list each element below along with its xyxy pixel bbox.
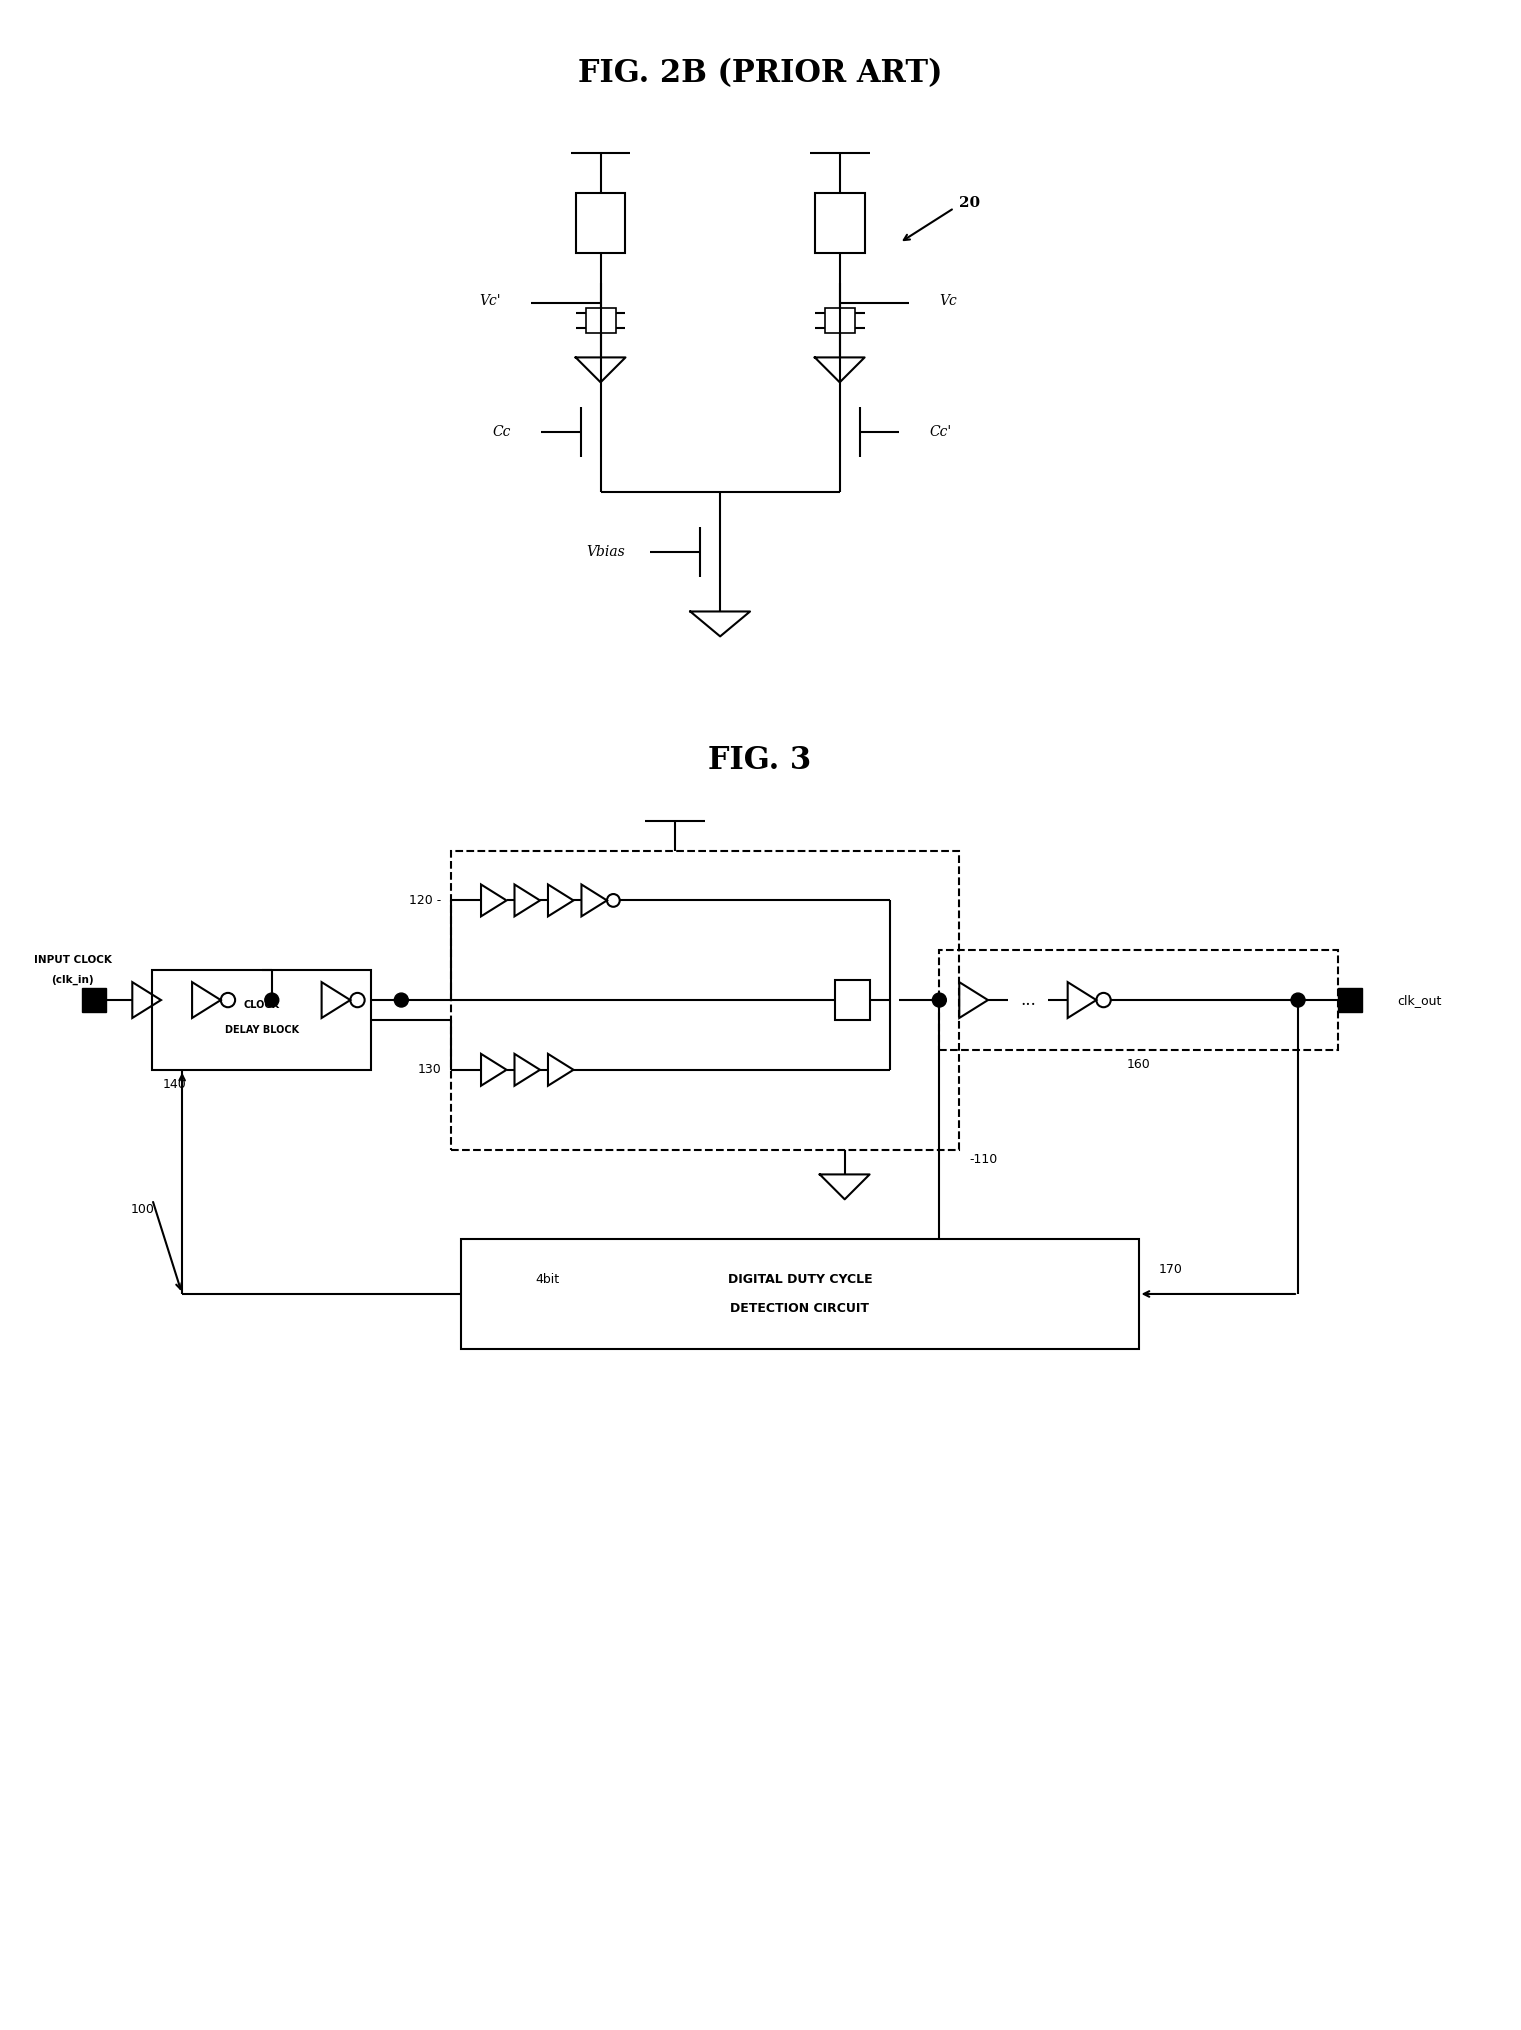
- Text: (clk_in): (clk_in): [52, 974, 94, 985]
- Text: Cc': Cc': [929, 424, 952, 438]
- Text: -110: -110: [969, 1153, 998, 1165]
- Text: clk_out: clk_out: [1398, 993, 1442, 1007]
- Text: Vc: Vc: [940, 294, 957, 309]
- Circle shape: [932, 993, 946, 1007]
- Bar: [940, 950, 1338, 1050]
- Bar: [82, 989, 106, 1013]
- Bar: [835, 980, 870, 1019]
- Bar: [152, 970, 371, 1070]
- Text: DIGITAL DUTY CYCLE: DIGITAL DUTY CYCLE: [727, 1273, 872, 1285]
- Text: 100: 100: [131, 1204, 154, 1216]
- Text: DETECTION CIRCUIT: DETECTION CIRCUIT: [730, 1303, 870, 1315]
- Text: DELAY BLOCK: DELAY BLOCK: [225, 1025, 300, 1035]
- Text: 130: 130: [417, 1064, 441, 1076]
- Bar: [824, 309, 855, 333]
- Text: INPUT CLOCK: INPUT CLOCK: [33, 956, 111, 964]
- Text: 170: 170: [1159, 1263, 1182, 1275]
- Circle shape: [265, 993, 278, 1007]
- Text: 20: 20: [960, 197, 981, 209]
- Text: CLOCK: CLOCK: [243, 1001, 280, 1011]
- Text: Vc': Vc': [479, 294, 500, 309]
- Text: 160: 160: [1127, 1058, 1150, 1072]
- Text: FIG. 2B (PRIOR ART): FIG. 2B (PRIOR ART): [578, 59, 941, 89]
- Circle shape: [394, 993, 408, 1007]
- Text: ...: ...: [1021, 991, 1036, 1009]
- Bar: [815, 193, 864, 254]
- Bar: [1338, 989, 1361, 1013]
- Text: 120 -: 120 -: [409, 893, 441, 907]
- Text: FIG. 3: FIG. 3: [709, 745, 812, 775]
- Text: Cc: Cc: [493, 424, 511, 438]
- Bar: [575, 193, 625, 254]
- Text: Vbias: Vbias: [587, 544, 625, 558]
- Bar: [452, 851, 960, 1149]
- Text: 4bit: 4bit: [535, 1273, 560, 1285]
- Text: 140: 140: [163, 1078, 186, 1092]
- Circle shape: [1291, 993, 1305, 1007]
- Bar: [586, 309, 616, 333]
- Bar: [461, 1238, 1139, 1348]
